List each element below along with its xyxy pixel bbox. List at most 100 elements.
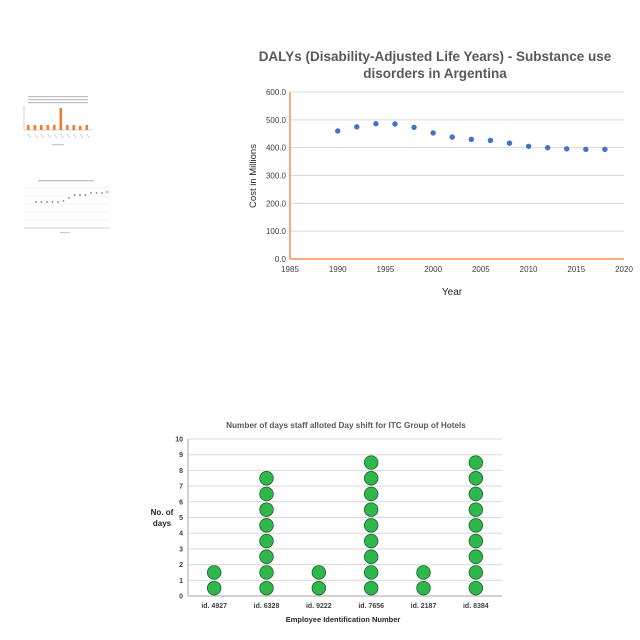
- thumb-title-text: [28, 102, 88, 104]
- dotplot-y-label-line2: days: [153, 519, 172, 528]
- dot: [311, 565, 327, 580]
- x-tick-label: 1990: [329, 265, 347, 274]
- data-point: [354, 124, 360, 130]
- chart-title-line2: disorders in Argentina: [363, 66, 507, 81]
- dot: [206, 580, 222, 596]
- y-tick-label: 400.0: [266, 144, 287, 153]
- thumb-point: [73, 194, 76, 196]
- data-point: [430, 130, 436, 136]
- dot: [468, 471, 484, 486]
- thumb-title-text: [28, 96, 88, 98]
- thumb-tick-label: [86, 133, 90, 139]
- thumb-tick-label: [47, 133, 51, 139]
- x-axis-label: Year: [442, 287, 463, 298]
- thumb-bar: [53, 125, 56, 130]
- dot: [363, 565, 379, 580]
- thumb-point: [62, 200, 65, 202]
- dot: [468, 486, 484, 502]
- dot: [468, 549, 484, 564]
- dot: [468, 533, 484, 549]
- thumb-point: [101, 192, 103, 194]
- dotplot-x-label: Employee Identification Number: [286, 615, 401, 624]
- y-tick-label: 100.0: [266, 227, 287, 236]
- thumb-point: [84, 194, 87, 196]
- y-tick-label: 0: [179, 594, 183, 601]
- thumb-axis-label: [60, 232, 70, 234]
- thumb-tick-label: [60, 133, 64, 139]
- dotplot-title: Number of days staff alloted Day shift f…: [226, 421, 466, 430]
- y-tick-label: 10: [175, 437, 183, 444]
- y-tick-label: 300.0: [266, 172, 287, 181]
- y-tick-label: 0.0: [275, 255, 287, 264]
- data-point: [583, 146, 589, 153]
- y-tick-label: 2: [179, 562, 183, 569]
- dot: [259, 533, 274, 549]
- dot: [363, 471, 379, 486]
- data-point: [449, 134, 455, 140]
- thumbnail-bar-chart: [23, 96, 92, 146]
- dot: [468, 502, 484, 517]
- thumb-bar: [85, 125, 89, 130]
- thumb-point: [68, 197, 70, 199]
- dot: [259, 471, 274, 486]
- data-point: [564, 146, 570, 152]
- data-point: [411, 124, 417, 131]
- dot: [363, 549, 379, 564]
- y-tick-label: 9: [179, 452, 183, 459]
- y-tick-label: 4: [179, 531, 183, 538]
- thumb-title-text: [38, 180, 94, 182]
- thumb-tick-label: [40, 133, 45, 139]
- x-tick-label: 2020: [615, 265, 633, 274]
- thumb-tick-label: [27, 133, 32, 139]
- x-tick-label: id. 8384: [463, 603, 489, 610]
- data-point: [506, 140, 513, 146]
- thumb-bar: [33, 125, 37, 130]
- x-tick-label: id. 9222: [306, 603, 332, 610]
- thumb-point: [57, 201, 59, 203]
- data-point: [544, 144, 551, 151]
- data-point: [392, 121, 398, 127]
- thumb-point: [40, 201, 43, 203]
- y-axis-label: Cost in Millions: [248, 144, 259, 208]
- x-tick-label: 2015: [567, 265, 585, 274]
- dotplot-y-label-line1: No. of: [151, 508, 174, 517]
- thumb-point: [51, 201, 54, 203]
- dot: [259, 565, 274, 580]
- thumb-bar: [72, 125, 76, 130]
- thumb-tick-label: [53, 133, 58, 139]
- thumb-point: [95, 192, 98, 194]
- x-tick-label: id. 4927: [201, 603, 227, 610]
- thumb-tick-label: [79, 133, 84, 139]
- x-tick-label: id. 7656: [358, 603, 384, 610]
- y-tick-label: 7: [179, 484, 183, 491]
- dot: [259, 486, 274, 502]
- x-tick-label: 1985: [281, 265, 299, 274]
- data-point: [525, 143, 532, 149]
- thumb-tick-label: [34, 133, 38, 139]
- thumb-bar: [40, 125, 43, 130]
- thumb-title-text: [28, 99, 88, 101]
- dot: [468, 518, 484, 533]
- y-tick-label: 500.0: [266, 116, 287, 125]
- dot: [468, 455, 484, 470]
- thumb-point: [46, 201, 48, 203]
- thumb-point: [106, 191, 109, 193]
- y-tick-label: 8: [179, 468, 183, 475]
- thumb-bar: [27, 125, 30, 130]
- data-point: [373, 121, 379, 127]
- y-tick-label: 5: [179, 515, 183, 522]
- thumb-tick-label: [66, 133, 71, 139]
- dot: [416, 580, 431, 596]
- x-tick-label: id. 2187: [411, 603, 437, 610]
- thumb-bar: [79, 126, 82, 130]
- dot: [468, 580, 484, 596]
- x-tick-label: 2010: [520, 265, 538, 274]
- thumb-point: [79, 194, 81, 196]
- dot: [363, 533, 379, 549]
- thumb-tick-label: [73, 133, 77, 139]
- y-tick-label: 1: [179, 578, 183, 585]
- dot: [311, 580, 327, 596]
- thumb-axis-label: [52, 144, 64, 146]
- data-point: [602, 146, 608, 153]
- x-tick-label: 2000: [424, 265, 442, 274]
